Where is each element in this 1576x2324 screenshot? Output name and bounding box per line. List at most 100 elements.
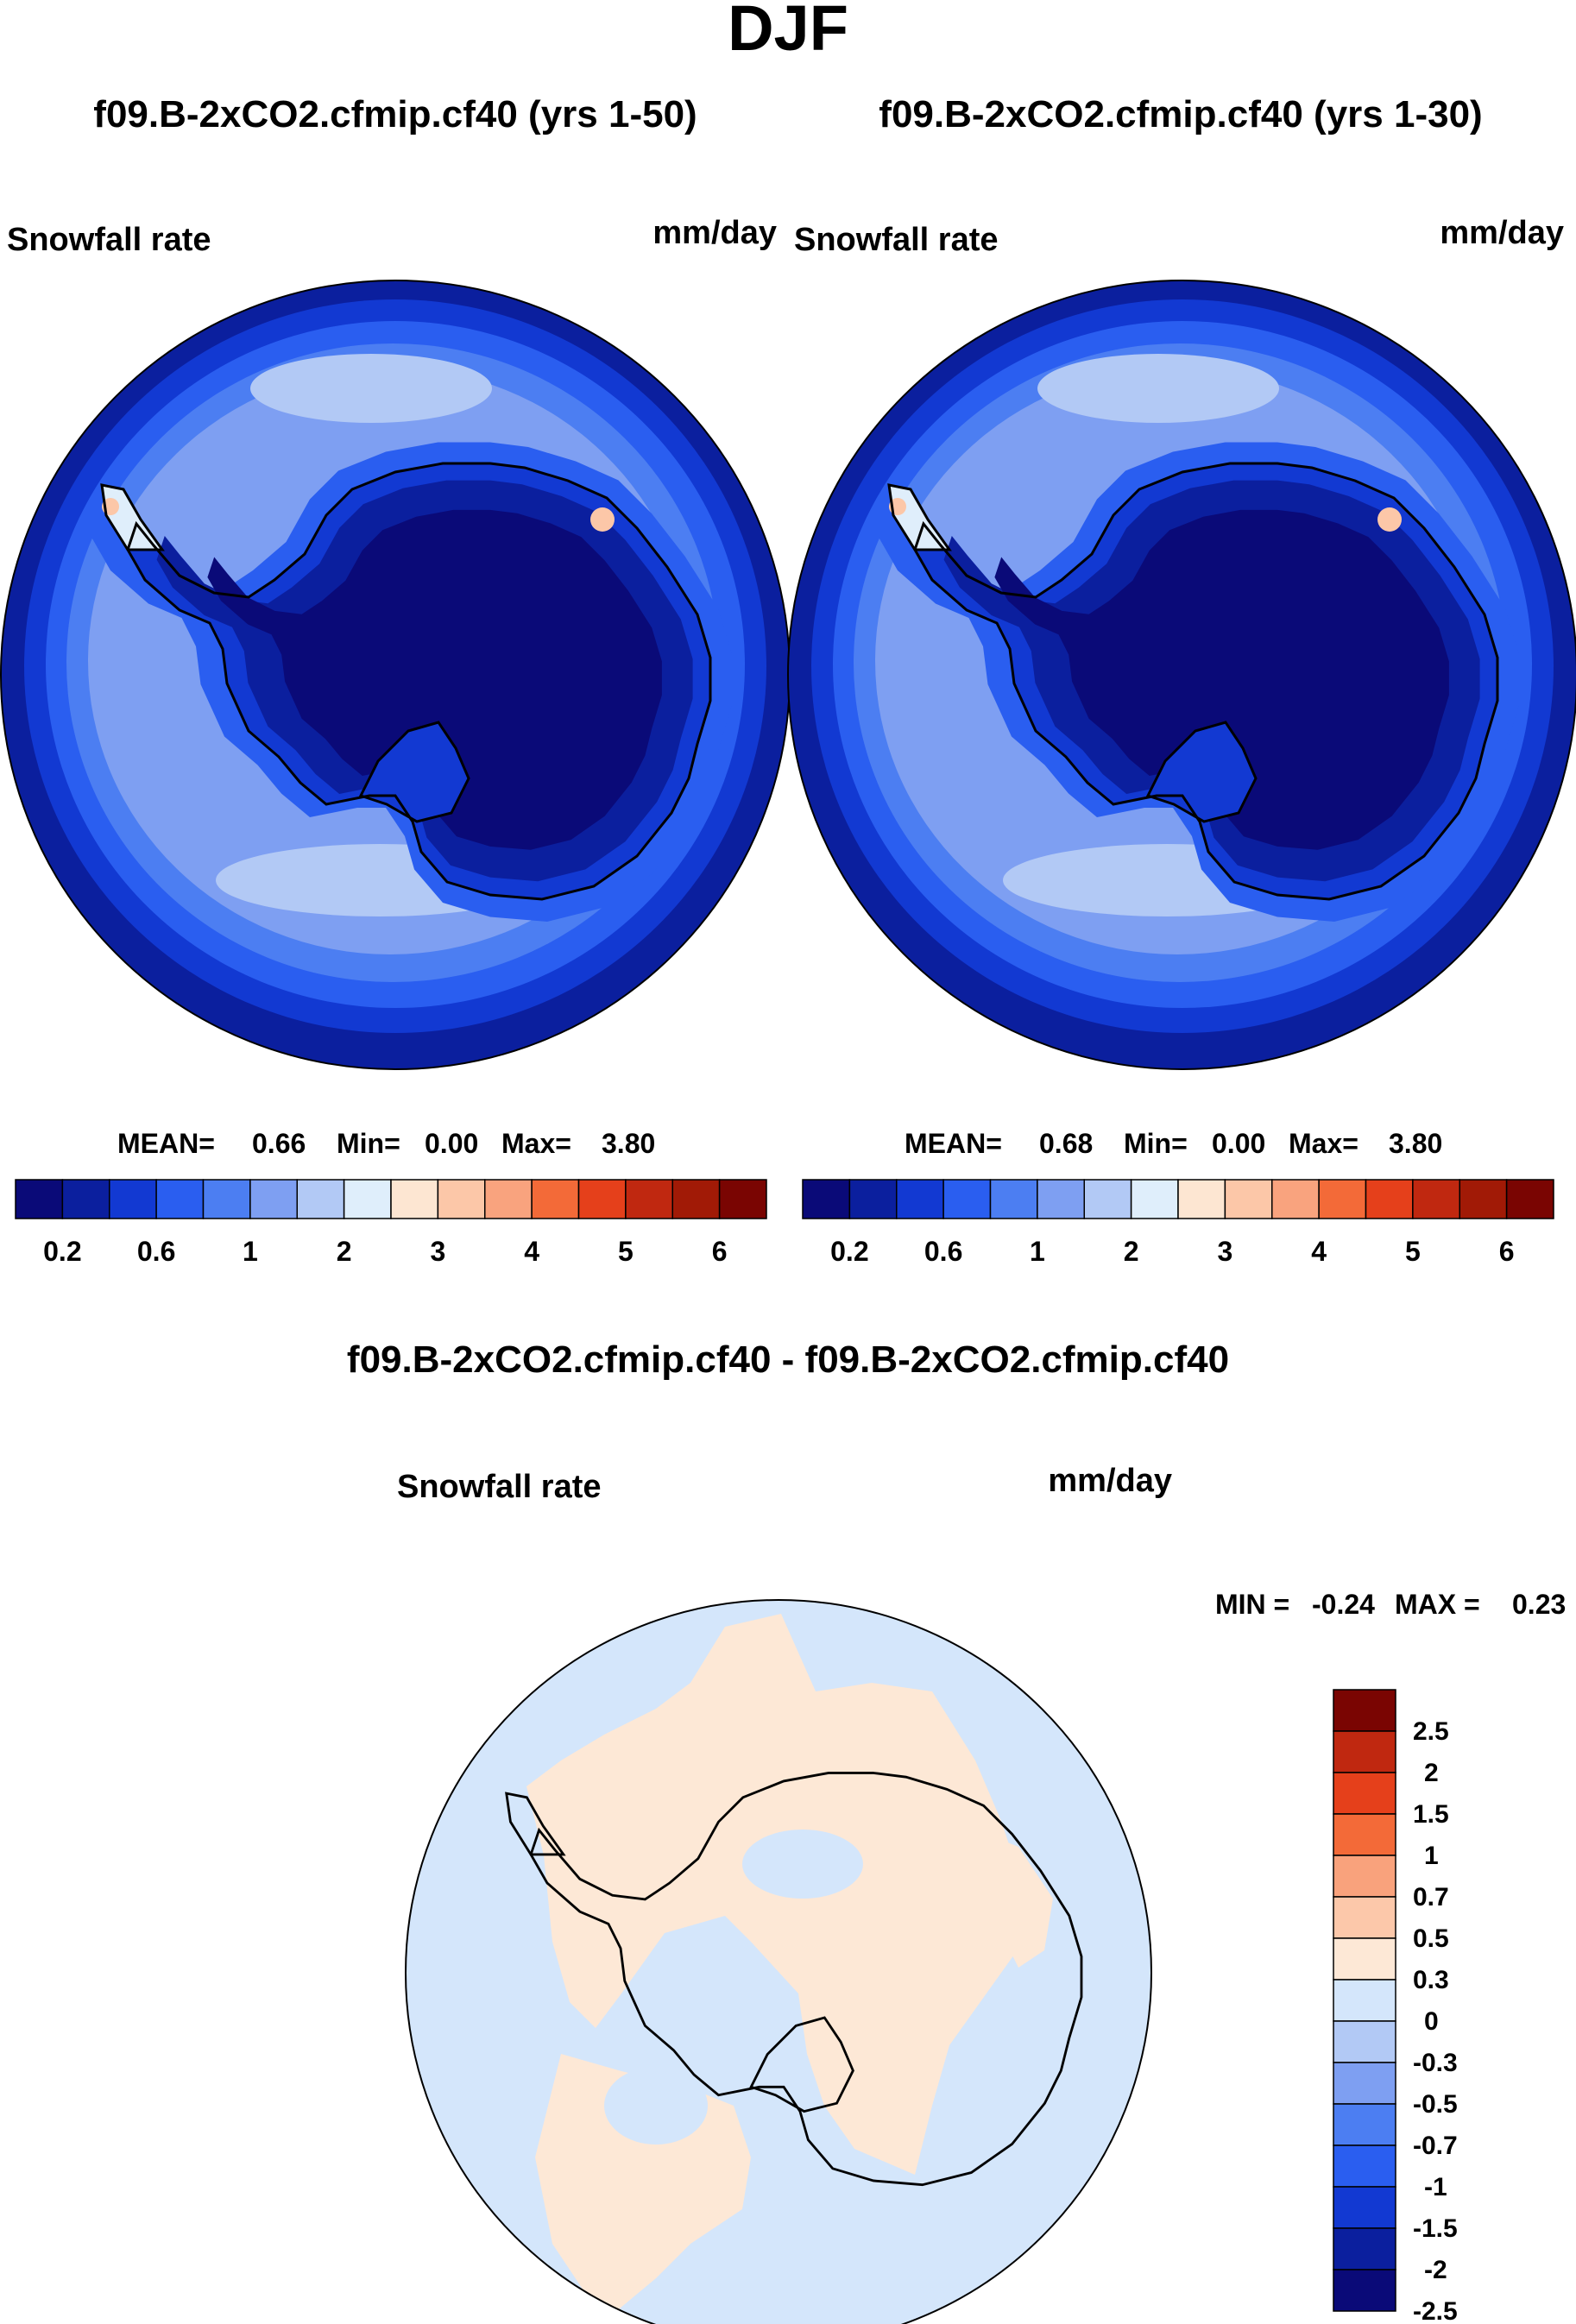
- diff-colorbar-ticks: 2.5 2 1.5 1 0.7 0.5 0.3 0 -0.3 -0.5 -0.7…: [1413, 1717, 1458, 2324]
- colorbar-swatch: [437, 1179, 486, 1219]
- colorbar-swatch: [202, 1179, 251, 1219]
- colorbar-swatch: [1333, 1730, 1396, 1773]
- colorbar-swatch: [625, 1179, 673, 1219]
- colorbar-tick: -2: [1424, 2256, 1447, 2284]
- colorbar-swatch: [1333, 2145, 1396, 2188]
- colorbar-tick: 0.6: [924, 1236, 962, 1267]
- diff-variable: Snowfall rate: [397, 1469, 602, 1505]
- stat-mean-value: 0.68: [1039, 1128, 1093, 1159]
- stat-max-value: 3.80: [1389, 1128, 1442, 1159]
- colorbar-swatch: [1412, 1179, 1460, 1219]
- panel-a-variable: Snowfall rate: [7, 222, 211, 258]
- stat-mean-label: MEAN=: [905, 1128, 1002, 1159]
- panel-b-stats: MEAN= 0.68 Min= 0.00 Max= 3.80: [905, 1128, 1442, 1159]
- panel-b: f09.B-2xCO2.cfmip.cf40 (yrs 1-30) Snowfa…: [787, 93, 1576, 1267]
- stat-mean-value: 0.66: [252, 1128, 306, 1159]
- colorbar-tick: -1.5: [1413, 2214, 1458, 2243]
- colorbar-tick: 0.6: [137, 1236, 175, 1267]
- colorbar-swatch: [1224, 1179, 1273, 1219]
- stat-min-label: MIN =: [1215, 1589, 1289, 1620]
- panel-b-colorbar-ticks: 0.2 0.6 1 2 3 4 5 6: [830, 1236, 1514, 1267]
- colorbar-swatch: [1333, 2062, 1396, 2105]
- colorbar-tick: -1: [1424, 2173, 1447, 2201]
- map-fill-patch-1: [250, 354, 492, 423]
- colorbar-swatch: [1177, 1179, 1226, 1219]
- colorbar-swatch: [1318, 1179, 1367, 1219]
- panel-a-units: mm/day: [652, 215, 777, 251]
- diff-colorbar: [1333, 1689, 1396, 2312]
- colorbar-swatch: [802, 1179, 851, 1219]
- colorbar-swatch: [1333, 1979, 1396, 2022]
- colorbar-tick: 3: [1217, 1236, 1232, 1267]
- colorbar-swatch: [1333, 2227, 1396, 2270]
- colorbar-tick: 1: [1030, 1236, 1045, 1267]
- colorbar-swatch: [896, 1179, 944, 1219]
- panel-a-colorbar-ticks: 0.2 0.6 1 2 3 4 5 6: [43, 1236, 727, 1267]
- stat-max-label: MAX =: [1395, 1589, 1480, 1620]
- diff-title: f09.B-2xCO2.cfmip.cf40 - f09.B-2xCO2.cfm…: [347, 1338, 1229, 1381]
- colorbar-tick: 1: [1424, 1842, 1439, 1870]
- colorbar-swatch: [671, 1179, 721, 1219]
- colorbar-swatch: [296, 1179, 345, 1219]
- colorbar-tick: 1: [243, 1236, 258, 1267]
- stat-min-label: Min=: [1124, 1128, 1188, 1159]
- stat-max-label: Max=: [501, 1128, 571, 1159]
- colorbar-swatch: [1271, 1179, 1320, 1219]
- map-fill-patch-1: [1037, 354, 1279, 423]
- colorbar-swatch: [942, 1179, 992, 1219]
- colorbar-swatch: [1365, 1179, 1414, 1219]
- colorbar-tick: 0.3: [1413, 1966, 1449, 1994]
- colorbar-tick: -2.5: [1413, 2297, 1458, 2324]
- colorbar-swatch: [1333, 1896, 1396, 1939]
- colorbar-swatch: [531, 1179, 580, 1219]
- colorbar-tick: 6: [1499, 1236, 1515, 1267]
- map-boundary: [787, 280, 1576, 1070]
- stat-max-label: Max=: [1289, 1128, 1359, 1159]
- colorbar-swatch: [390, 1179, 439, 1219]
- colorbar-swatch: [484, 1179, 533, 1219]
- map-fill-negative-patch: [742, 1830, 863, 1899]
- colorbar-swatch: [848, 1179, 898, 1219]
- colorbar-tick: 4: [524, 1236, 539, 1267]
- colorbar-tick: 2.5: [1413, 1717, 1449, 1746]
- map-fill-hotspot: [590, 507, 615, 532]
- panel-b-variable: Snowfall rate: [794, 222, 999, 258]
- panel-diff: f09.B-2xCO2.cfmip.cf40 - f09.B-2xCO2.cfm…: [347, 1338, 1566, 2324]
- colorbar-swatch: [1333, 1855, 1396, 1898]
- diff-units: mm/day: [1048, 1463, 1172, 1499]
- panel-a-map: [1, 280, 790, 1069]
- colorbar-swatch: [1505, 1179, 1554, 1219]
- colorbar-tick: 0.7: [1413, 1883, 1449, 1911]
- colorbar-swatch: [1037, 1179, 1085, 1219]
- map-boundary: [405, 1599, 1152, 2324]
- map-fill-hotspot: [1377, 507, 1402, 532]
- colorbar-swatch: [15, 1179, 64, 1219]
- colorbar-swatch: [1333, 1772, 1396, 1815]
- colorbar-swatch: [1459, 1179, 1508, 1219]
- stat-min-value: 0.00: [1212, 1128, 1265, 1159]
- colorbar-swatch: [1333, 1937, 1396, 1981]
- colorbar-tick: 0.2: [43, 1236, 81, 1267]
- colorbar-swatch: [343, 1179, 392, 1219]
- panel-a-stats: MEAN= 0.66 Min= 0.00 Max= 3.80: [117, 1128, 655, 1159]
- panel-b-map: [788, 280, 1576, 1069]
- colorbar-swatch: [1333, 1689, 1396, 1732]
- colorbar-swatch: [1333, 1813, 1396, 1856]
- colorbar-swatch: [249, 1179, 298, 1219]
- stat-min-value: 0.00: [425, 1128, 478, 1159]
- figure-title: DJF: [728, 0, 848, 64]
- map-fill-positive-ne: [975, 1830, 1053, 1968]
- colorbar-tick: -0.3: [1413, 2049, 1458, 2077]
- colorbar-tick: 5: [1405, 1236, 1421, 1267]
- colorbar-swatch: [1333, 2103, 1396, 2146]
- colorbar-tick: 2: [337, 1236, 352, 1267]
- panel-b-colorbar: [802, 1179, 1554, 1219]
- stat-mean-label: MEAN=: [117, 1128, 215, 1159]
- colorbar-swatch: [61, 1179, 110, 1219]
- colorbar-tick: 0: [1424, 2007, 1439, 2036]
- colorbar-tick: 4: [1311, 1236, 1327, 1267]
- colorbar-swatch: [1130, 1179, 1179, 1219]
- colorbar-swatch: [1333, 2020, 1396, 2063]
- panel-b-units: mm/day: [1440, 215, 1564, 251]
- colorbar-swatch: [109, 1179, 157, 1219]
